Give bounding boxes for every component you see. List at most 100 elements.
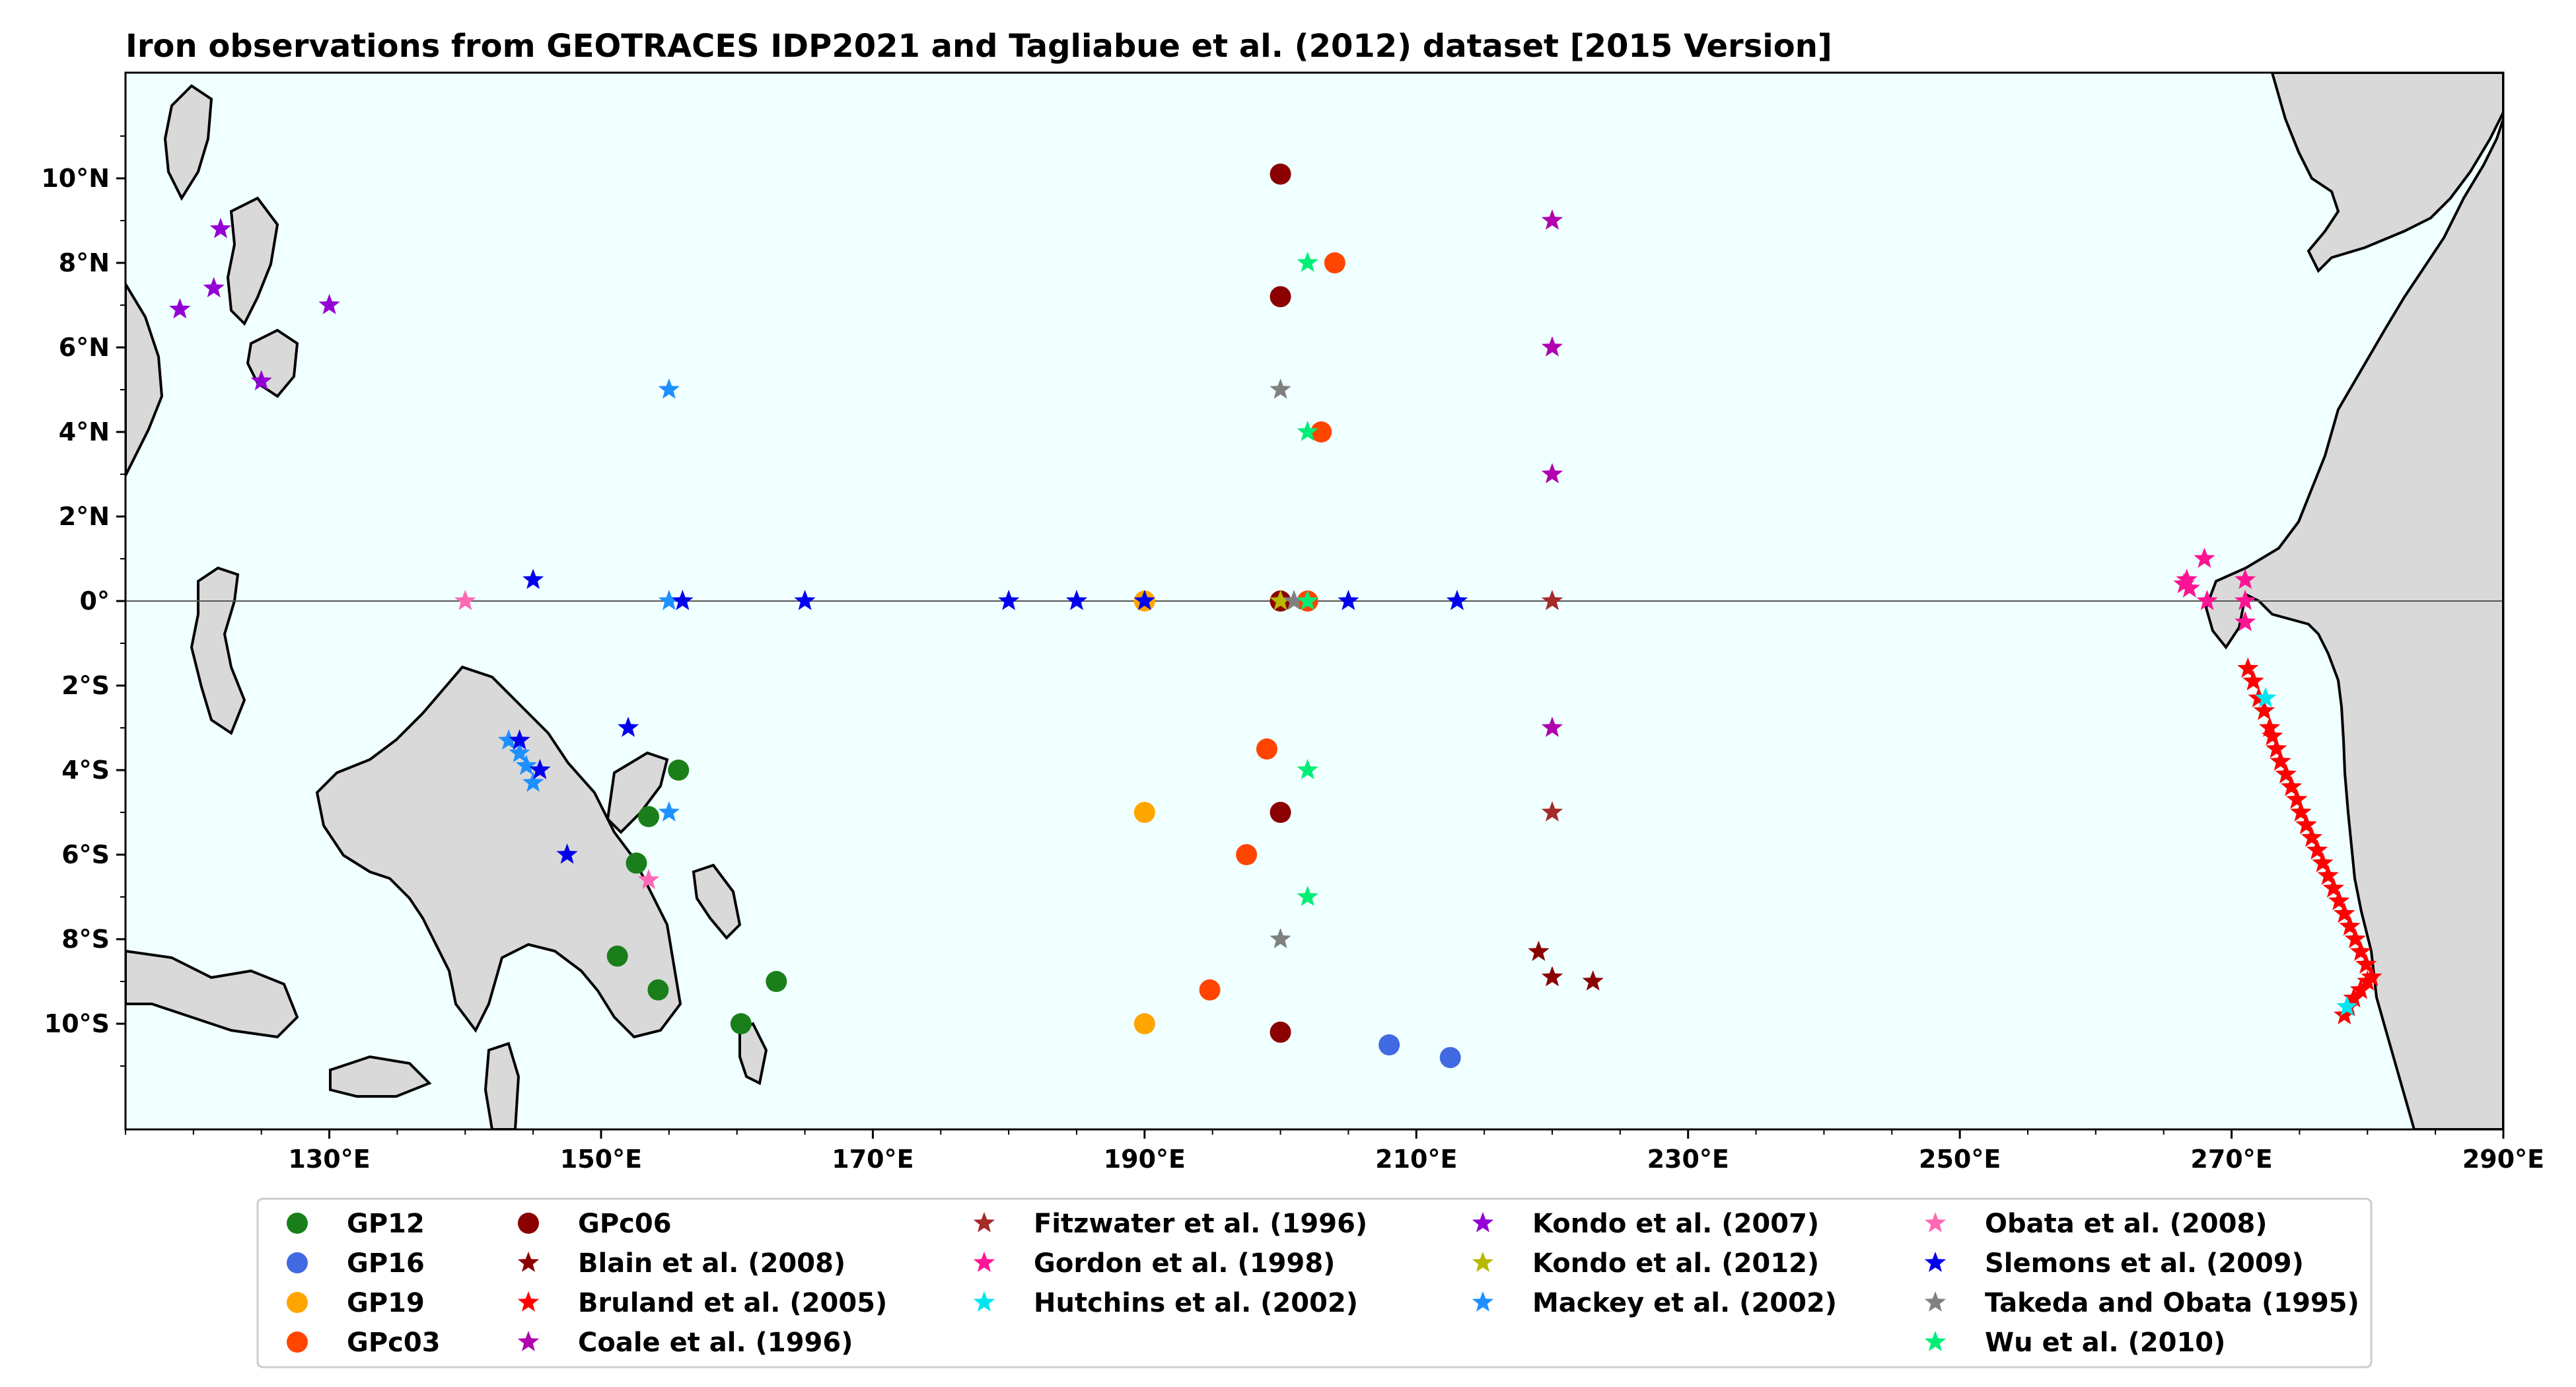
observation-star-point	[2242, 670, 2264, 691]
observation-star-point	[2328, 890, 2350, 911]
observation-star-point	[1541, 590, 1563, 610]
observation-star-point	[2280, 775, 2303, 797]
legend-marker	[973, 1252, 995, 1272]
legend-label: Hutchins et al. (2002)	[1034, 1288, 1358, 1318]
x-tick-label: 190°E	[1104, 1145, 1186, 1174]
series-group	[169, 217, 340, 390]
observation-star-point	[509, 742, 530, 763]
observation-star-point	[2301, 826, 2323, 847]
observation-star-point	[998, 590, 1020, 610]
observation-star-point	[1297, 421, 1318, 441]
observation-circle-point	[647, 979, 669, 1001]
legend-label: Gordon et al. (1998)	[1034, 1248, 1335, 1279]
observation-star-point	[658, 590, 680, 610]
observation-circle-point	[1256, 738, 1277, 760]
observation-star-point	[2334, 1004, 2355, 1024]
observation-star-point	[2322, 877, 2344, 898]
legend-label: GP19	[347, 1288, 425, 1318]
observation-star-point	[2259, 717, 2281, 737]
observation-star-point	[1283, 590, 1305, 610]
x-tick-label: 270°E	[2190, 1145, 2272, 1174]
observation-star-point	[1582, 970, 1604, 991]
observation-star-point	[2361, 966, 2382, 987]
observation-star-point	[2355, 953, 2377, 974]
y-tick-label: 4°N	[59, 417, 110, 446]
observation-star-point	[203, 277, 225, 298]
observation-star-point	[556, 843, 578, 864]
observation-star-point	[1297, 886, 1318, 906]
observation-circle-point	[730, 1013, 752, 1034]
observation-star-point	[658, 801, 680, 822]
observation-circle-point	[1324, 252, 1345, 273]
observation-circle-point	[1270, 1021, 1291, 1043]
observation-circle-point	[1199, 979, 1221, 1001]
observation-star-point	[2235, 611, 2256, 631]
legend-label: Wu et al. (2010)	[1985, 1328, 2225, 1358]
observation-star-point	[2343, 987, 2365, 1008]
observation-star-point	[2349, 941, 2372, 961]
legend-marker	[287, 1252, 308, 1273]
observation-circle-point	[766, 971, 787, 992]
observation-star-point	[2357, 970, 2379, 991]
series-group	[509, 569, 1468, 864]
y-tick-label: 4°S	[61, 756, 110, 785]
observation-star-point	[658, 378, 680, 399]
observation-circle-point	[1270, 802, 1291, 823]
philippines-island-south	[226, 196, 279, 326]
observation-star-point	[2270, 750, 2291, 771]
observation-star-point	[250, 370, 272, 390]
x-tick-label: 250°E	[1919, 1145, 2001, 1174]
observation-star-point	[1541, 336, 1563, 357]
observation-star-point	[1297, 759, 1318, 779]
observation-star-point	[1065, 590, 1088, 610]
observation-circle-point	[1133, 1013, 1155, 1034]
observation-star-point	[2266, 738, 2287, 758]
sulawesi-island	[190, 566, 246, 736]
observation-star-point	[1541, 463, 1563, 483]
x-tick-label: 290°E	[2462, 1145, 2544, 1174]
series-group	[1270, 378, 1305, 948]
observation-circle-point	[626, 852, 647, 874]
legend-label: Takeda and Obata (1995)	[1985, 1288, 2359, 1318]
observation-star-point	[522, 569, 544, 589]
legend-marker	[517, 1291, 540, 1312]
timor-island	[329, 1055, 432, 1098]
legend-marker	[1472, 1291, 1494, 1312]
observation-star-point	[1541, 717, 1563, 737]
observation-star-point	[2237, 657, 2259, 678]
observation-circle-point	[638, 806, 659, 828]
observation-star-point	[1541, 966, 1563, 987]
observation-star-point	[1338, 590, 1359, 610]
observation-star-point	[497, 729, 520, 750]
y-tick-label: 10°N	[41, 164, 110, 193]
observation-star-point	[2275, 763, 2297, 784]
observation-star-point	[2262, 725, 2283, 746]
series-group	[454, 590, 660, 890]
observation-star-point	[1297, 590, 1318, 610]
observation-star-point	[515, 754, 537, 775]
observation-circle-point	[1310, 421, 1332, 443]
observation-star-point	[529, 759, 551, 779]
legend-marker	[973, 1291, 995, 1312]
legend-box	[256, 1197, 2373, 1369]
series-group	[2237, 657, 2382, 1024]
solomon-islands	[692, 863, 742, 940]
observation-star-point	[794, 590, 816, 610]
observation-star-point	[1270, 378, 1291, 399]
legend-items: GP12 GP16 GP19 GPc03 GPc06 Blain et al. (2008…	[287, 1209, 2359, 1358]
x-tick-label: 230°E	[1647, 1145, 1729, 1174]
observation-marks-layer	[169, 163, 2382, 1069]
legend-marker	[973, 1212, 995, 1232]
observation-star-point	[1270, 928, 1291, 948]
x-tick-label: 150°E	[560, 1145, 642, 1174]
observation-star-point	[2286, 788, 2308, 809]
observation-star-point	[2295, 814, 2317, 834]
chart-title: Iron observations from GEOTRACES IDP2021…	[125, 28, 1832, 65]
observation-star-point	[2349, 978, 2372, 999]
observation-star-point	[2194, 548, 2215, 568]
observation-circle-point	[1133, 802, 1155, 823]
observation-star-point	[2235, 569, 2256, 589]
observation-star-point	[1528, 941, 1550, 961]
cape-york-land	[483, 1042, 520, 1129]
